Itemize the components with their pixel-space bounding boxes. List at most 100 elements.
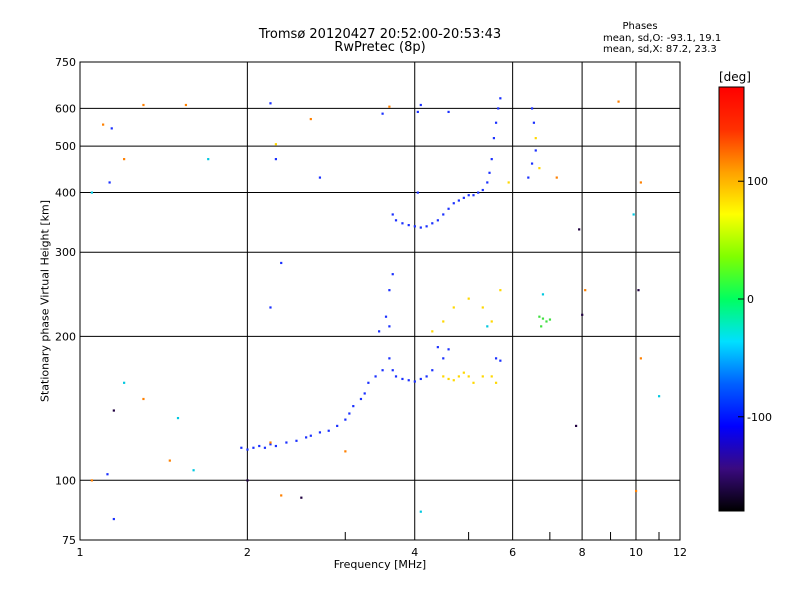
echo-point	[391, 369, 394, 372]
plot-frame	[79, 61, 681, 541]
echo-point	[452, 379, 455, 382]
echo-point	[394, 375, 398, 378]
echo-point	[581, 313, 584, 316]
echo-point	[467, 194, 470, 197]
echo-point	[318, 431, 322, 434]
echo-point	[538, 315, 541, 318]
echo-point	[110, 127, 113, 130]
colorbar-tick-label: 100	[747, 175, 768, 188]
echo-point	[413, 380, 416, 383]
echo-point	[363, 392, 366, 395]
phases-header: Phases	[622, 21, 658, 32]
echo-point	[246, 448, 249, 451]
x-tick-label: 4	[411, 546, 418, 559]
echo-point	[639, 181, 642, 184]
y-tick-label: 300	[55, 246, 76, 259]
echo-point	[142, 103, 145, 107]
y-tick-label: 100	[55, 474, 76, 487]
echo-point	[442, 320, 445, 323]
echo-point	[541, 293, 545, 296]
echo-point	[384, 315, 388, 318]
echo-point	[637, 289, 640, 292]
echo-point	[486, 181, 489, 184]
echo-point	[447, 207, 450, 210]
echo-point	[176, 416, 180, 420]
echo-point	[388, 357, 391, 360]
phases-o-stats: mean, sd,O: -93.1, 19.1	[603, 33, 722, 44]
echo-point	[462, 371, 465, 374]
echo-point	[416, 110, 419, 114]
echo-point	[184, 103, 188, 107]
echo-point	[309, 434, 312, 437]
echo-point	[436, 219, 439, 222]
echo-point	[584, 289, 587, 292]
echo-point	[442, 357, 445, 360]
echo-point	[447, 377, 450, 381]
echo-point	[481, 306, 484, 309]
echo-point	[90, 191, 93, 194]
echo-point	[367, 381, 370, 384]
echo-point	[657, 395, 661, 398]
echo-point	[240, 446, 243, 449]
y-tick-label: 600	[55, 102, 76, 115]
echo-point	[494, 381, 498, 384]
echo-point	[274, 444, 278, 448]
echo-point	[280, 494, 283, 497]
echo-point	[381, 369, 384, 372]
echo-point	[477, 191, 480, 194]
echo-point	[391, 273, 394, 276]
echo-point	[407, 224, 410, 227]
echo-point	[336, 424, 339, 428]
echo-point	[499, 289, 502, 292]
echo-point	[419, 226, 422, 229]
echo-point	[106, 473, 109, 476]
echo-point	[462, 196, 465, 199]
echo-point	[617, 100, 620, 103]
echo-point	[578, 228, 581, 231]
phases-x-stats: mean, sd,X: 87.2, 23.3	[603, 44, 717, 55]
echo-point	[407, 379, 410, 382]
y-tick-label: 400	[55, 186, 76, 199]
echo-point	[530, 107, 534, 110]
echo-point	[540, 325, 543, 328]
echo-point	[108, 181, 111, 184]
x-tick-label: 8	[579, 546, 586, 559]
echo-point	[269, 306, 272, 309]
echo-point	[344, 418, 347, 421]
echo-point	[142, 397, 145, 401]
echo-point	[431, 330, 434, 333]
echo-point	[538, 167, 541, 170]
echo-point	[269, 102, 272, 105]
x-tick-label: 6	[509, 546, 516, 559]
echo-point	[90, 479, 93, 482]
echo-point	[457, 199, 460, 202]
echo-point	[639, 357, 642, 360]
echo-point	[388, 105, 391, 108]
echo-point	[295, 439, 298, 442]
echo-point	[274, 158, 278, 161]
echo-point	[452, 202, 455, 205]
echo-point	[541, 317, 545, 320]
echo-point	[425, 225, 428, 228]
echo-point	[431, 222, 434, 225]
echo-point	[416, 191, 419, 194]
echo-point	[494, 121, 498, 124]
echo-point	[419, 103, 422, 107]
echo-point	[309, 117, 312, 121]
echo-point	[467, 297, 470, 300]
echo-point	[534, 137, 537, 140]
echo-point	[374, 375, 377, 378]
echo-point	[574, 424, 578, 428]
echo-point	[472, 194, 475, 197]
echo-point	[507, 181, 510, 184]
echo-point	[168, 459, 171, 462]
x-tick-label: 2	[244, 546, 251, 559]
y-tick-label: 200	[55, 330, 76, 343]
echo-point	[545, 320, 548, 323]
echo-point	[112, 409, 115, 412]
echo-point	[413, 225, 416, 228]
echo-point	[192, 469, 195, 472]
echo-point	[378, 330, 381, 333]
echo-point	[632, 213, 635, 216]
